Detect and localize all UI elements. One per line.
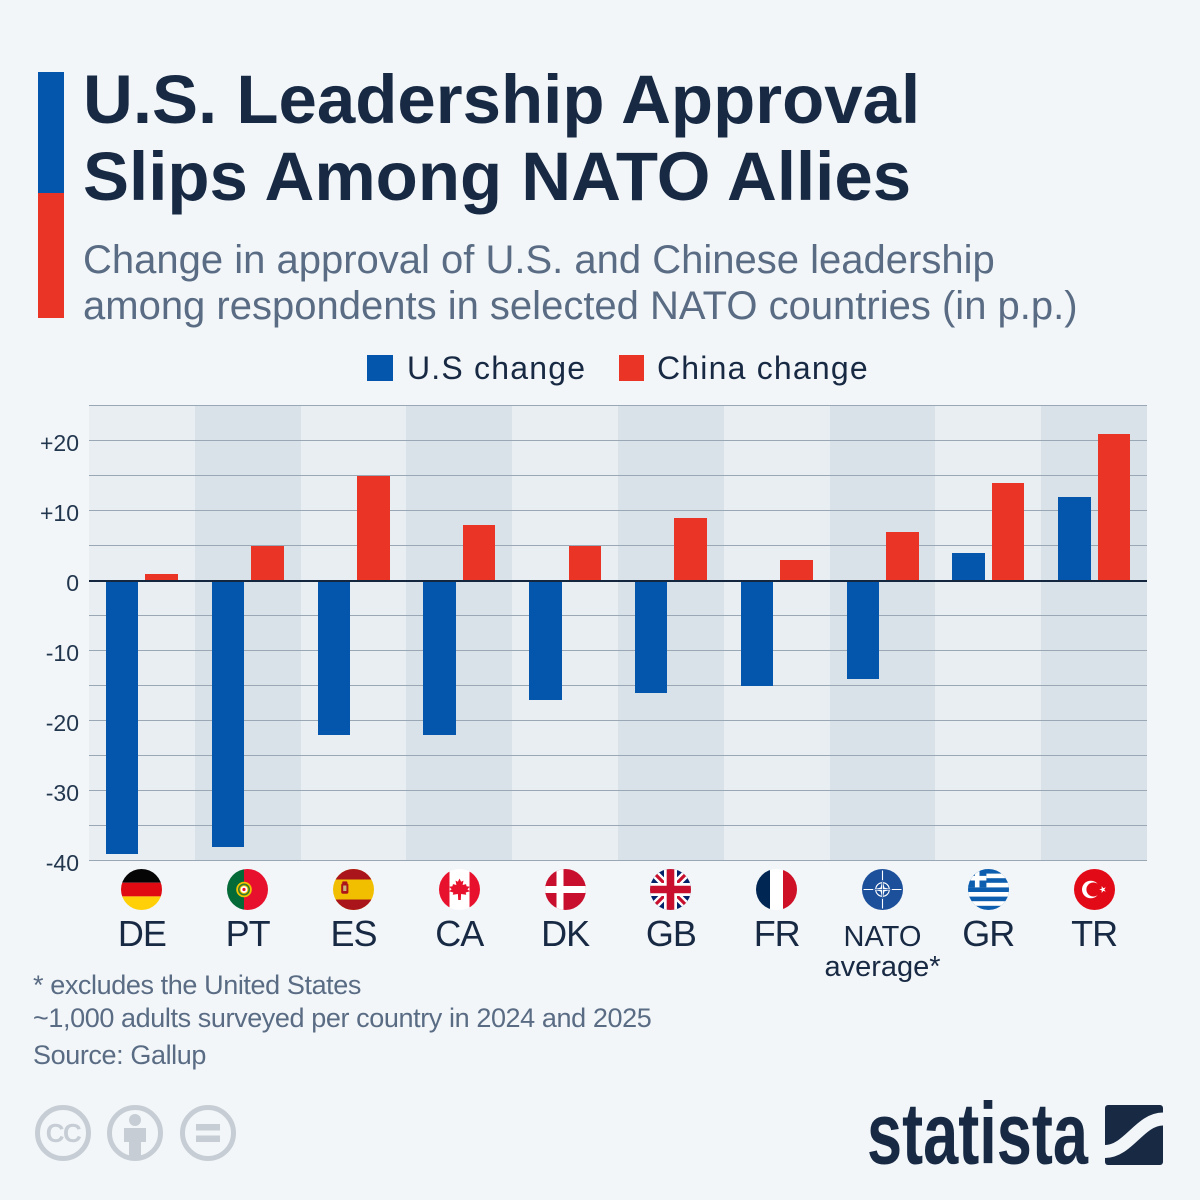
svg-text:CC: CC (46, 1118, 82, 1148)
svg-text:statista: statista (867, 1095, 1088, 1175)
